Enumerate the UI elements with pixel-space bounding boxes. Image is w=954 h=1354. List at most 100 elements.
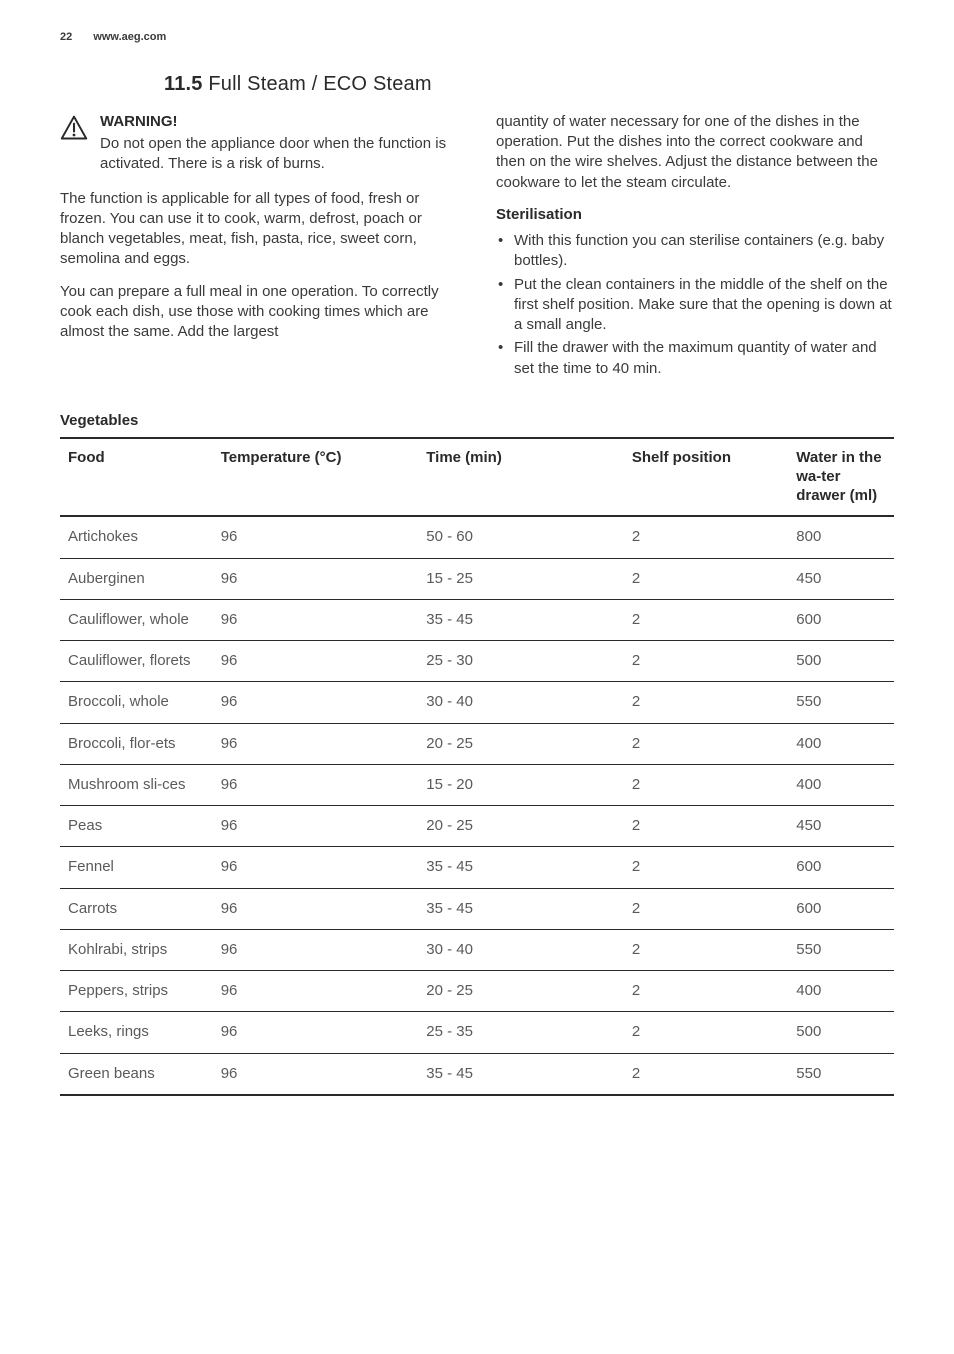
left-para-1: The function is applicable for all types… (60, 189, 458, 270)
col-shelf: Shelf position (624, 438, 788, 516)
left-column: WARNING! Do not open the appliance door … (60, 112, 458, 389)
section-heading: 11.5 Full Steam / ECO Steam (164, 71, 894, 98)
cell-temp: 96 (213, 682, 419, 723)
cell-water: 800 (788, 516, 894, 558)
cell-shelf: 2 (624, 723, 788, 764)
cell-time: 15 - 20 (418, 764, 624, 805)
cell-water: 550 (788, 929, 894, 970)
cell-temp: 96 (213, 971, 419, 1012)
cell-shelf: 2 (624, 558, 788, 599)
cell-temp: 96 (213, 806, 419, 847)
warning-label: WARNING! (100, 112, 458, 132)
cell-shelf: 2 (624, 1012, 788, 1053)
cell-shelf: 2 (624, 847, 788, 888)
table-row: Cauliflower, whole9635 - 452600 (60, 599, 894, 640)
cell-temp: 96 (213, 558, 419, 599)
col-time: Time (min) (418, 438, 624, 516)
col-temp: Temperature (°C) (213, 438, 419, 516)
sterilisation-item: Put the clean containers in the middle o… (496, 275, 894, 336)
cell-temp: 96 (213, 888, 419, 929)
cell-food: Fennel (60, 847, 213, 888)
table-title: Vegetables (60, 411, 894, 431)
warning-icon (60, 114, 88, 142)
cell-time: 35 - 45 (418, 888, 624, 929)
table-row: Auberginen9615 - 252450 (60, 558, 894, 599)
cell-shelf: 2 (624, 682, 788, 723)
cell-food: Broccoli, flor‐ets (60, 723, 213, 764)
table-row: Kohlrabi, strips9630 - 402550 (60, 929, 894, 970)
cell-water: 600 (788, 847, 894, 888)
cell-shelf: 2 (624, 641, 788, 682)
cell-shelf: 2 (624, 764, 788, 805)
cell-food: Peas (60, 806, 213, 847)
cell-food: Mushroom sli‐ces (60, 764, 213, 805)
cell-water: 450 (788, 806, 894, 847)
table-row: Leeks, rings9625 - 352500 (60, 1012, 894, 1053)
cell-temp: 96 (213, 1053, 419, 1095)
cell-time: 50 - 60 (418, 516, 624, 558)
cell-water: 400 (788, 971, 894, 1012)
cell-temp: 96 (213, 516, 419, 558)
left-para-2: You can prepare a full meal in one opera… (60, 282, 458, 343)
cell-food: Artichokes (60, 516, 213, 558)
vegetables-table: Food Temperature (°C) Time (min) Shelf p… (60, 437, 894, 1096)
table-row: Cauliflower, florets9625 - 302500 (60, 641, 894, 682)
warning-body: WARNING! Do not open the appliance door … (100, 112, 458, 175)
col-food: Food (60, 438, 213, 516)
cell-shelf: 2 (624, 971, 788, 1012)
table-row: Carrots9635 - 452600 (60, 888, 894, 929)
cell-temp: 96 (213, 764, 419, 805)
cell-food: Broccoli, whole (60, 682, 213, 723)
site-url: www.aeg.com (93, 31, 166, 43)
cell-food: Cauliflower, whole (60, 599, 213, 640)
right-column: quantity of water necessary for one of t… (496, 112, 894, 389)
cell-temp: 96 (213, 929, 419, 970)
table-row: Broccoli, whole9630 - 402550 (60, 682, 894, 723)
cell-shelf: 2 (624, 516, 788, 558)
table-row: Mushroom sli‐ces9615 - 202400 (60, 764, 894, 805)
cell-time: 35 - 45 (418, 599, 624, 640)
section-title-text: Full Steam / ECO Steam (208, 73, 431, 95)
cell-shelf: 2 (624, 888, 788, 929)
cell-time: 20 - 25 (418, 971, 624, 1012)
cell-temp: 96 (213, 599, 419, 640)
cell-water: 400 (788, 723, 894, 764)
cell-time: 20 - 25 (418, 723, 624, 764)
cell-food: Peppers, strips (60, 971, 213, 1012)
cell-water: 500 (788, 1012, 894, 1053)
page-number: 22 (60, 31, 72, 43)
cell-time: 30 - 40 (418, 929, 624, 970)
warning-block: WARNING! Do not open the appliance door … (60, 112, 458, 175)
table-row: Green beans9635 - 452550 (60, 1053, 894, 1095)
cell-time: 25 - 35 (418, 1012, 624, 1053)
cell-water: 600 (788, 888, 894, 929)
cell-food: Kohlrabi, strips (60, 929, 213, 970)
cell-time: 15 - 25 (418, 558, 624, 599)
cell-food: Leeks, rings (60, 1012, 213, 1053)
sterilisation-item: Fill the drawer with the maximum quantit… (496, 338, 894, 379)
cell-water: 600 (788, 599, 894, 640)
cell-water: 500 (788, 641, 894, 682)
cell-time: 30 - 40 (418, 682, 624, 723)
table-row: Peppers, strips9620 - 252400 (60, 971, 894, 1012)
cell-shelf: 2 (624, 1053, 788, 1095)
cell-temp: 96 (213, 1012, 419, 1053)
cell-water: 450 (788, 558, 894, 599)
section-number: 11.5 (164, 73, 203, 95)
cell-food: Carrots (60, 888, 213, 929)
table-row: Fennel9635 - 452600 (60, 847, 894, 888)
sterilisation-heading: Sterilisation (496, 205, 894, 225)
cell-water: 550 (788, 1053, 894, 1095)
cell-shelf: 2 (624, 599, 788, 640)
cell-water: 400 (788, 764, 894, 805)
cell-time: 35 - 45 (418, 847, 624, 888)
cell-temp: 96 (213, 847, 419, 888)
cell-temp: 96 (213, 723, 419, 764)
table-row: Broccoli, flor‐ets9620 - 252400 (60, 723, 894, 764)
warning-text: Do not open the appliance door when the … (100, 134, 458, 175)
cell-food: Green beans (60, 1053, 213, 1095)
col-water: Water in the wa‐ter drawer (ml) (788, 438, 894, 516)
cell-time: 35 - 45 (418, 1053, 624, 1095)
cell-shelf: 2 (624, 806, 788, 847)
cell-time: 25 - 30 (418, 641, 624, 682)
